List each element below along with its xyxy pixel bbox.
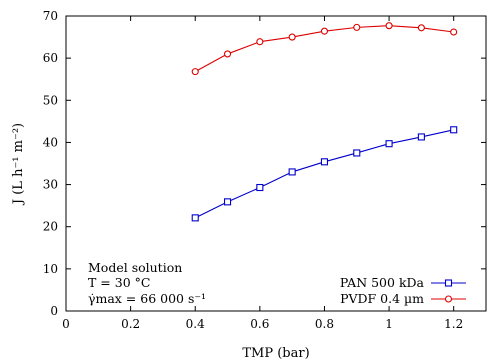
- data-point-circle: [444, 295, 453, 303]
- legend-sample-pvdf: [431, 295, 466, 303]
- data-point-circle: [450, 28, 458, 36]
- axis-ticks: 0 0.2 0.4 0.6 0.8 1 1.2 0 10 20 30 40 50 60 70: [43, 9, 486, 331]
- y-tick-label: 60: [43, 51, 58, 65]
- y-tick-label: 30: [43, 178, 58, 192]
- data-point-square: [288, 168, 296, 176]
- data-point-square: [191, 214, 199, 222]
- data-point-circle: [353, 23, 361, 31]
- series-group: [191, 22, 458, 222]
- data-point-square: [385, 140, 393, 148]
- annotation-line-3: γ̇max = 66 000 s⁻¹: [88, 291, 206, 306]
- data-point-circle: [417, 24, 425, 32]
- data-point-square: [256, 183, 264, 192]
- y-tick-label: 10: [43, 262, 58, 276]
- legend-label-pvdf: PVDF 0.4 µm: [340, 291, 424, 306]
- series-line-0: [194, 129, 454, 219]
- data-point-square: [320, 158, 329, 166]
- data-point-square: [353, 149, 361, 157]
- y-tick-label: 40: [43, 135, 58, 149]
- data-point-circle: [223, 50, 232, 58]
- y-tick-label: 20: [43, 220, 58, 234]
- x-tick-label: 1.2: [444, 317, 463, 331]
- x-tick-label: 1: [385, 317, 393, 331]
- data-point-circle: [288, 33, 296, 41]
- legend-sample-pan: [431, 279, 466, 287]
- data-point-circle: [320, 27, 329, 35]
- x-axis-label: TMP (bar): [242, 346, 309, 361]
- legend: PAN 500 kDa PVDF 0.4 µm: [340, 275, 466, 306]
- model-annotation: Model solution T = 30 °C γ̇max = 66 000 …: [88, 260, 206, 306]
- plot-frame: [65, 15, 487, 312]
- x-tick-label: 0: [62, 317, 70, 331]
- data-point-circle: [385, 22, 393, 30]
- data-point-square: [417, 133, 425, 141]
- annotation-line-1: Model solution: [88, 260, 182, 275]
- data-point-circle: [256, 38, 264, 46]
- data-point-square: [223, 198, 232, 206]
- data-point-square: [450, 126, 458, 134]
- annotation-line-2: T = 30 °C: [88, 275, 150, 290]
- x-tick-label: 0.4: [186, 317, 205, 331]
- y-axis-label: J (L h⁻¹ m⁻²): [11, 123, 26, 206]
- data-point-circle: [191, 68, 199, 76]
- y-tick-label: 70: [43, 9, 58, 23]
- x-tick-label: 0.2: [121, 317, 140, 331]
- data-point-square: [444, 279, 453, 287]
- x-tick-label: 0.8: [315, 317, 334, 331]
- legend-label-pan: PAN 500 kDa: [340, 275, 425, 290]
- y-tick-label: 0: [50, 304, 58, 318]
- y-tick-label: 50: [43, 93, 58, 107]
- x-tick-label: 0.6: [250, 317, 269, 331]
